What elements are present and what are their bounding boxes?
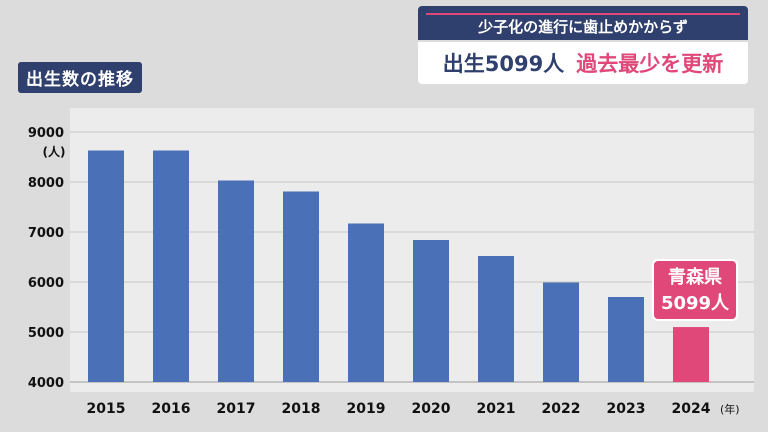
x-tick-label: 2018 [282, 401, 321, 417]
callout-prefecture: 青森県 [668, 267, 722, 288]
x-axis-unit: (年) [720, 402, 740, 416]
headline-banner: 少子化の進行に歯止めかからず 出生5099人 過去最少を更新 [418, 6, 748, 84]
bar [608, 297, 644, 382]
bar [153, 150, 189, 382]
x-tick-label: 2019 [347, 401, 386, 417]
bar [348, 223, 384, 382]
bar [283, 191, 319, 382]
x-tick-label: 2021 [477, 401, 516, 417]
headline-births: 出生5099人 [442, 52, 565, 76]
headline-subtitle-bar: 少子化の進行に歯止めかからず [418, 6, 748, 40]
bar [478, 256, 514, 382]
highlight-callout: 青森県 5099人 [652, 259, 738, 321]
x-tick-label: 2024 [672, 401, 711, 417]
x-tick-label: 2020 [412, 401, 451, 417]
x-tick-label: 2023 [607, 401, 646, 417]
y-tick-label: 4000 [28, 376, 64, 391]
headline-record-low: 過去最少を更新 [576, 52, 724, 76]
bar [543, 282, 579, 382]
bar [88, 150, 124, 382]
y-tick-label: 8000 [28, 176, 64, 191]
x-tick-label: 2022 [542, 401, 581, 417]
y-tick-label: 7000 [28, 226, 64, 241]
y-tick-label: 5000 [28, 326, 64, 341]
callout-value: 5099人 [660, 293, 730, 314]
accent-line [426, 13, 740, 15]
y-tick-label: 9000 [28, 126, 64, 141]
headline-main: 出生5099人 過去最少を更新 [418, 42, 748, 84]
y-tick-label: 6000 [28, 276, 64, 291]
bar-highlight [673, 327, 709, 382]
bar [218, 180, 254, 382]
chart-title: 出生数の推移 [18, 62, 142, 93]
headline-subtitle: 少子化の進行に歯止めかからず [478, 18, 688, 36]
x-tick-label: 2017 [217, 401, 256, 417]
y-axis-unit: (人) [43, 144, 66, 159]
bar [413, 240, 449, 382]
x-tick-label: 2016 [152, 401, 191, 417]
x-tick-label: 2015 [87, 401, 126, 417]
